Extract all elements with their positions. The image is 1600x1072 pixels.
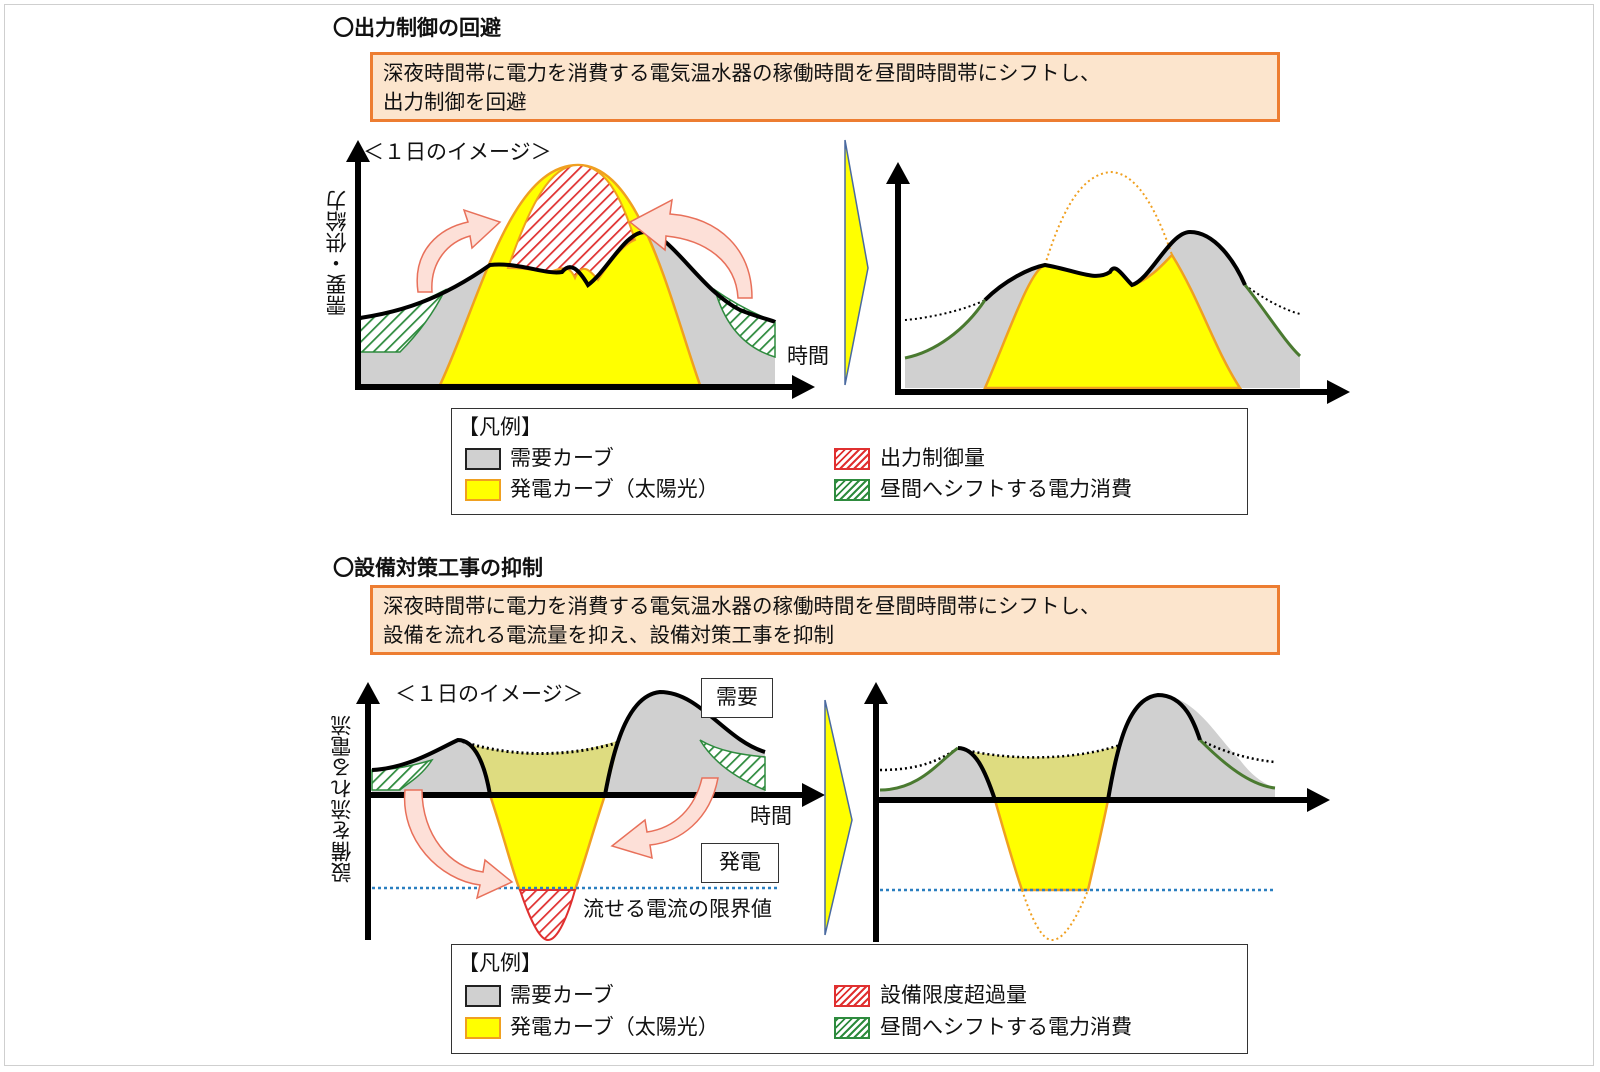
legend-swatch-shift: [834, 1017, 870, 1039]
shift-area-right: [699, 739, 766, 792]
legend-swatch-solar: [465, 479, 501, 501]
x-axis-arrowhead: [802, 783, 825, 807]
solar-original-outline: [1044, 170, 1173, 266]
generation-box: 発電: [701, 843, 779, 883]
y-axis-arrowhead: [886, 162, 910, 184]
y-axis-arrowhead: [864, 682, 888, 704]
solar-original-outline: [1021, 889, 1089, 942]
shift-edge-left: [879, 746, 959, 792]
transition-arrow-1: [844, 139, 869, 386]
section2-x-axis-label: 時間: [750, 804, 792, 828]
solar-overlap-area: [958, 745, 1120, 800]
legend-label-excess: 出力制御量: [880, 446, 985, 470]
shift-arrow-left: [416, 208, 502, 293]
section1-right-chart: [886, 162, 1350, 404]
shift-arrow-left: [403, 789, 514, 900]
section2-image-label: ＜１日のイメージ＞: [395, 682, 584, 706]
demand-curve-shifted: [957, 692, 1202, 801]
equipment-excess-area: [518, 889, 577, 942]
legend-swatch-solar: [465, 1017, 501, 1039]
legend-swatch-demand: [465, 985, 501, 1007]
section1-callout-line1: 深夜時間帯に電力を消費する電気温水器の稼働時間を昼間時間帯にシフトし、: [383, 61, 1101, 85]
solar-area: [488, 793, 607, 892]
shift-arrow-right: [610, 777, 719, 860]
limit-label: 流せる電流の限界値: [583, 897, 772, 921]
section1-x-axis-label: 時間: [787, 344, 829, 368]
legend-label-shift: 昼間へシフトする電力消費: [880, 1015, 1132, 1039]
demand-dotted-outline: [457, 738, 621, 756]
section2-callout-line1: 深夜時間帯に電力を消費する電気温水器の稼働時間を昼間時間帯にシフトし、: [383, 594, 1101, 618]
section2-left-chart: [356, 682, 825, 942]
x-axis-arrowhead: [792, 375, 815, 399]
legend-label-shift: 昼間へシフトする電力消費: [880, 477, 1132, 501]
legend-title: 【凡例】: [458, 415, 542, 439]
demand-original-outline: [904, 284, 1301, 321]
transition-arrow-2: [824, 699, 853, 936]
demand-area-shifted: [880, 748, 995, 800]
legend-label-solar: 発電カーブ（太陽光）: [510, 477, 719, 501]
legend-label-demand: 需要カーブ: [510, 983, 614, 1007]
legend-label-solar: 発電カーブ（太陽光）: [510, 1015, 719, 1039]
section1-callout: 深夜時間帯に電力を消費する電気温水器の稼働時間を昼間時間帯にシフトし、 出力制御…: [370, 52, 1280, 122]
demand-area-evening-shifted: [1108, 695, 1275, 800]
legend-swatch-shift: [834, 479, 870, 501]
shift-area-right: [713, 288, 776, 359]
section1-image-label: ＜１日のイメージ＞: [363, 140, 552, 164]
section1-legend: 【凡例】 需要カーブ 発電カーブ（太陽光） 出力制御量 昼間へシフトする電力消費: [451, 408, 1248, 515]
demand-curve: [359, 229, 777, 324]
section2-right-chart: [864, 682, 1330, 942]
section1-left-chart: [346, 140, 815, 399]
legend-swatch-demand: [465, 448, 501, 470]
section2-callout-line2: 設備を流れる電流量を抑え、設備対策工事を抑制: [383, 623, 834, 647]
shift-edge-right: [1243, 284, 1302, 358]
demand-curve-shifted: [983, 229, 1247, 302]
x-axis-arrowhead: [1327, 380, 1350, 404]
section1-callout-line2: 出力制御を回避: [383, 90, 527, 114]
shift-edge-left: [904, 299, 987, 360]
solar-area-shifted: [993, 798, 1110, 892]
section1-title: 〇出力制御の回避: [333, 16, 501, 40]
y-axis-arrowhead: [346, 140, 370, 162]
section2-legend: 【凡例】 需要カーブ 発電カーブ（太陽光） 設備限度超過量 昼間へシフトする電力…: [451, 944, 1248, 1054]
legend-swatch-excess: [834, 448, 870, 470]
shift-arrow-right: [628, 198, 753, 299]
legend-swatch-excess: [834, 985, 870, 1007]
legend-label-excess: 設備限度超過量: [880, 983, 1027, 1007]
legend-label-demand: 需要カーブ: [510, 446, 614, 470]
y-axis-arrowhead: [356, 682, 380, 704]
demand-curve: [371, 689, 766, 796]
figure-frame: [4, 4, 1594, 1066]
section1-y-axis-label: 需要・供給力: [325, 190, 349, 316]
demand-box: 需要: [701, 678, 773, 718]
section2-callout: 深夜時間帯に電力を消費する電気温水器の稼働時間を昼間時間帯にシフトし、 設備を流…: [370, 585, 1280, 655]
demand-area-evening: [605, 692, 765, 795]
section2-title: 〇設備対策工事の抑制: [333, 556, 543, 580]
shift-edge-right: [1198, 738, 1276, 790]
solar-overlap-area: [458, 740, 620, 795]
legend-title: 【凡例】: [458, 951, 542, 975]
x-axis-arrowhead: [1307, 788, 1330, 812]
section2-y-axis-label: 設備を流れる電流: [330, 715, 354, 883]
